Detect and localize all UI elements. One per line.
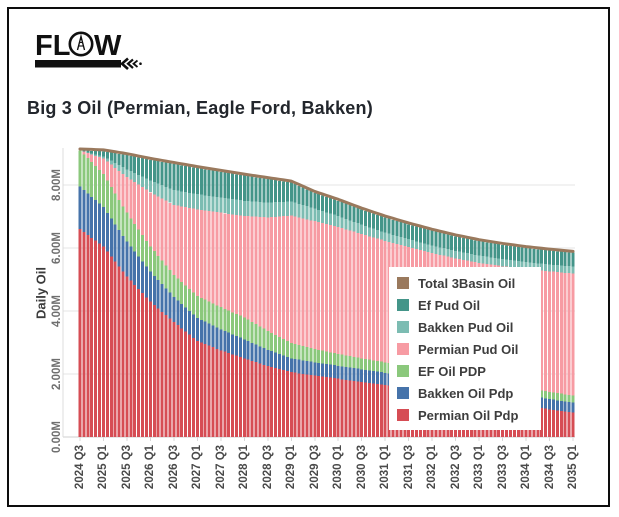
x-tick-label: 2029 Q3 bbox=[308, 444, 321, 490]
x-tick-label: 2031 Q3 bbox=[402, 444, 415, 490]
x-tick-label: 2032 Q1 bbox=[426, 444, 439, 490]
legend-label: Permian Pud Oil bbox=[418, 341, 519, 357]
x-tick-label: 2034 Q3 bbox=[543, 444, 556, 490]
legend-label: Bakken Pud Oil bbox=[418, 319, 514, 335]
x-tick-label: 2027 Q3 bbox=[214, 444, 227, 490]
chart-legend: Total 3Basin Oil Ef Pud Oil Bakken Pud O… bbox=[389, 267, 541, 430]
x-tick-label: 2025 Q1 bbox=[97, 444, 110, 490]
outer-border bbox=[7, 7, 610, 507]
x-tick-label: 2024 Q3 bbox=[73, 444, 86, 490]
y-tick-label: 0.00M bbox=[51, 421, 63, 453]
y-tick-label: 6.00M bbox=[51, 232, 63, 264]
legend-item-permian-oil-pdp[interactable]: Permian Oil Pdp bbox=[397, 404, 535, 426]
legend-swatch-icon bbox=[397, 343, 409, 355]
logo-letter-w: W bbox=[94, 30, 122, 62]
oil-derrick-icon bbox=[68, 31, 94, 57]
x-tick-label: 2030 Q1 bbox=[332, 444, 345, 490]
x-tick-label: 2026 Q3 bbox=[167, 444, 180, 490]
legend-swatch-icon bbox=[397, 409, 409, 421]
legend-label: EF Oil PDP bbox=[418, 363, 486, 379]
legend-swatch-icon bbox=[397, 387, 409, 399]
legend-swatch-icon bbox=[397, 299, 409, 311]
legend-swatch-icon bbox=[397, 321, 409, 333]
x-tick-label: 2027 Q1 bbox=[191, 444, 204, 490]
legend-item-ef-pud-oil[interactable]: Ef Pud Oil bbox=[397, 294, 535, 316]
legend-item-bakken-pud-oil[interactable]: Bakken Pud Oil bbox=[397, 316, 535, 338]
x-tick-label: 2034 Q1 bbox=[520, 444, 533, 490]
legend-item-bakken-oil-pdp[interactable]: Bakken Oil Pdp bbox=[397, 382, 535, 404]
x-tick-label: 2030 Q3 bbox=[355, 444, 368, 490]
x-tick-label: 2028 Q3 bbox=[261, 444, 274, 490]
legend-label: Bakken Oil Pdp bbox=[418, 385, 514, 401]
x-tick-label: 2028 Q1 bbox=[238, 444, 251, 490]
x-tick-label: 2026 Q1 bbox=[144, 444, 157, 490]
flow-logo-letters: FL W bbox=[35, 30, 122, 62]
x-tick-label: 2033 Q3 bbox=[496, 444, 509, 490]
legend-item-permian-pud-oil[interactable]: Permian Pud Oil bbox=[397, 338, 535, 360]
legend-swatch-icon bbox=[397, 365, 409, 377]
logo-letters-fl: FL bbox=[35, 30, 70, 62]
legend-label: Permian Oil Pdp bbox=[418, 407, 519, 423]
x-tick-label: 2031 Q1 bbox=[379, 444, 392, 490]
legend-label: Total 3Basin Oil bbox=[418, 275, 516, 291]
legend-item-total-3basin-oil[interactable]: Total 3Basin Oil bbox=[397, 272, 535, 294]
x-tick-label: 2035 Q1 bbox=[567, 444, 580, 490]
x-tick-label: 2025 Q3 bbox=[120, 444, 133, 490]
legend-item-ef-oil-pdp[interactable]: EF Oil PDP bbox=[397, 360, 535, 382]
chart-title: Big 3 Oil (Permian, Eagle Ford, Bakken) bbox=[27, 98, 373, 118]
x-tick-label: 2033 Q1 bbox=[473, 444, 486, 490]
legend-label: Ef Pud Oil bbox=[418, 297, 481, 313]
flow-logo: FL W bbox=[35, 30, 142, 70]
y-axis-title: Daily Oil bbox=[33, 266, 49, 320]
y-tick-label: 4.00M bbox=[51, 295, 63, 327]
y-tick-label: 2.00M bbox=[51, 358, 63, 390]
y-tick-label: 8.00M bbox=[51, 169, 63, 201]
logo-pipeline-bar bbox=[35, 57, 142, 70]
x-tick-label: 2032 Q3 bbox=[449, 444, 462, 490]
x-tick-label: 2029 Q1 bbox=[285, 444, 298, 490]
legend-swatch-icon bbox=[397, 277, 409, 289]
